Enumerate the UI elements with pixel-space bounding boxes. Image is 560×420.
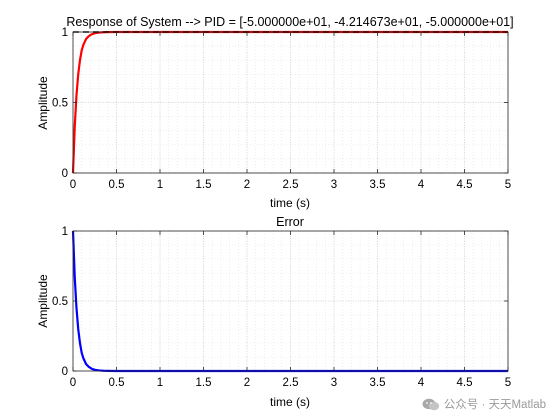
response-plot-ytick-label: 0: [62, 168, 68, 180]
response-plot-xtick-label: 0.5: [109, 179, 125, 191]
error-plot-xtick-label: 3.5: [370, 377, 386, 389]
error-plot-xtick-label: 4: [418, 377, 425, 389]
error-plot-xtick-label: 1.5: [196, 377, 212, 389]
response-plot-title: Response of System --> PID = [-5.000000e…: [66, 15, 513, 29]
error-plot-xlabel: time (s): [270, 395, 310, 409]
error-plot-xtick-label: 2.5: [283, 377, 299, 389]
watermark: 公众号 · 天天Matlab: [422, 396, 546, 412]
response-plot-ytick-label: 1: [62, 27, 68, 39]
error-plot: Error time (s) Amplitude 0 0.5 1 1.5 2 2.5 3 3.…: [36, 215, 511, 409]
response-plot-xtick-label: 1.5: [196, 179, 212, 191]
response-plot-xtick-label: 1: [157, 179, 163, 191]
response-plot-xtick-label: 4: [418, 179, 425, 191]
error-plot-ylabel: Amplitude: [36, 274, 50, 328]
response-plot-xtick-label: 3: [331, 179, 337, 191]
response-plot-xlabel: time (s): [270, 196, 310, 210]
response-plot-xtick-label: 2.5: [283, 179, 299, 191]
error-plot-xtick-label: 3: [331, 377, 337, 389]
wechat-icon: [422, 398, 439, 410]
response-plot-xtick-label: 2: [244, 179, 250, 191]
error-plot-xtick-label: 1: [157, 377, 163, 389]
response-plot-ytick-label: 0.5: [52, 98, 68, 110]
error-plot-xtick-label: 5: [505, 377, 511, 389]
error-plot-ytick-label: 1: [62, 226, 68, 238]
response-plot-xtick-label: 3.5: [370, 179, 386, 191]
error-plot-ytick-label: 0.5: [52, 296, 68, 308]
response-plot-xtick-label: 5: [505, 179, 511, 191]
response-plot-xtick-label: 0: [70, 179, 76, 191]
error-plot-xtick-label: 4.5: [457, 377, 473, 389]
watermark-text: 公众号 · 天天Matlab: [443, 399, 546, 411]
error-plot-xtick-label: 0: [70, 377, 76, 389]
error-plot-xtick-label: 0.5: [109, 377, 125, 389]
error-plot-title: Error: [276, 215, 304, 229]
response-plot-ylabel: Amplitude: [36, 76, 50, 130]
response-plot-xtick-label: 4.5: [457, 179, 473, 191]
error-plot-ytick-label: 0: [62, 366, 68, 378]
response-plot: Response of System --> PID = [-5.000000e…: [36, 15, 514, 210]
error-plot-xtick-label: 2: [244, 377, 250, 389]
